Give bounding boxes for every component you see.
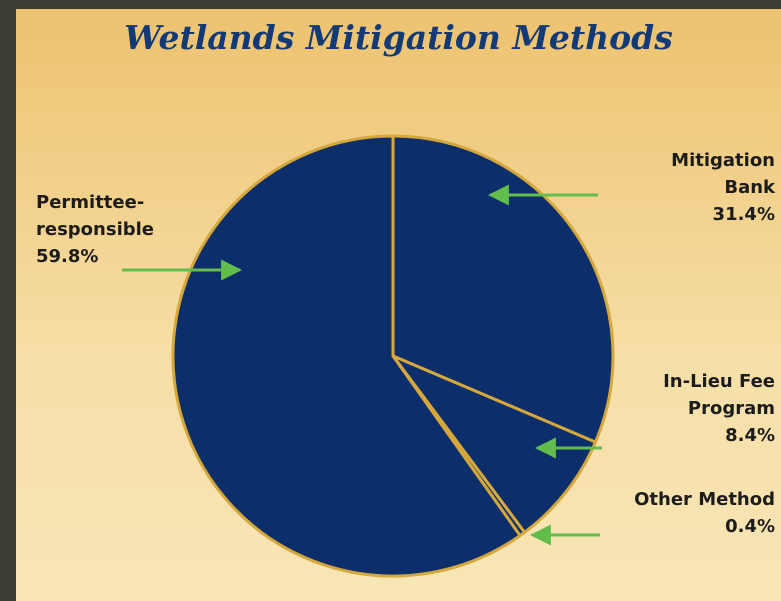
page: {"chart_data": {"type": "pie", "title": … — [0, 0, 781, 601]
category-label: Other Method — [605, 486, 775, 513]
value-label: 31.4% — [655, 201, 775, 228]
category-label: Permittee-responsible — [36, 189, 186, 243]
category-label: Mitigation Bank — [655, 147, 775, 201]
category-label: In-Lieu Fee Program — [645, 368, 775, 422]
value-label: 8.4% — [645, 422, 775, 449]
value-label: 59.8% — [36, 243, 186, 270]
value-label: 0.4% — [605, 513, 775, 540]
